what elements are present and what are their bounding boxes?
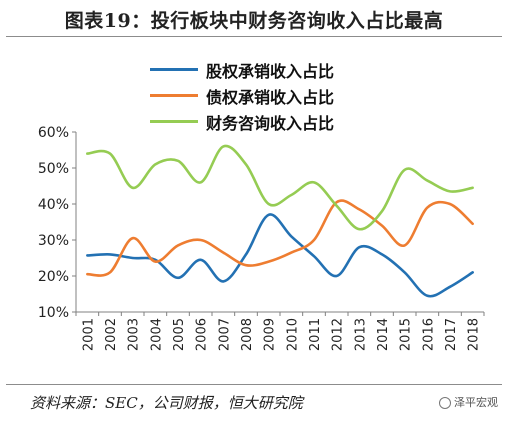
x-tick-label: 2003 — [127, 318, 142, 351]
watermark: 泽平宏观 — [439, 394, 498, 410]
x-tick-label: 2005 — [172, 318, 187, 351]
y-tick-label: 50% — [38, 161, 69, 177]
series-line-equity-underwriting — [86, 213, 474, 298]
x-tick-label: 2009 — [263, 318, 278, 351]
x-tick-label: 2006 — [195, 318, 210, 351]
y-tick-label: 40% — [38, 197, 69, 213]
y-tick-label: 60% — [38, 125, 69, 141]
x-tick-label: 2014 — [376, 318, 391, 351]
x-tick-label: 2008 — [240, 318, 255, 351]
x-tick-label: 2001 — [81, 318, 96, 351]
x-tick-label: 2011 — [308, 318, 323, 351]
legend-swatch-equity — [150, 68, 198, 71]
wechat-icon — [439, 397, 451, 409]
x-tick-label: 2017 — [444, 318, 459, 351]
legend-label-debt: 债权承销收入占比 — [206, 88, 335, 107]
x-tick-label: 2012 — [331, 318, 346, 351]
x-tick-label: 2018 — [467, 318, 482, 351]
legend-label-advisory: 财务咨询收入占比 — [206, 114, 335, 133]
y-tick-label: 20% — [38, 269, 69, 285]
watermark-text: 泽平宏观 — [454, 396, 498, 409]
source-note: 资料来源：SEC，公司财报，恒大研究院 — [30, 394, 303, 412]
legend-item-debt: 债权承销收入占比 — [150, 84, 430, 107]
legend-item-equity: 股权承销收入占比 — [150, 58, 430, 81]
x-tick-label: 2004 — [149, 318, 164, 351]
legend-swatch-advisory — [150, 120, 198, 123]
series-line-debt-underwriting — [86, 199, 474, 277]
x-tick-label: 2016 — [421, 318, 436, 351]
y-tick-label: 30% — [38, 233, 69, 249]
y-tick-label: 10% — [38, 305, 69, 321]
chart-title: 图表19：投行板块中财务咨询收入占比最高 — [64, 10, 444, 32]
legend-swatch-debt — [150, 94, 198, 97]
x-tick-label: 2013 — [353, 318, 368, 351]
title-divider — [6, 36, 502, 37]
x-tick-label: 2015 — [399, 318, 414, 351]
source-divider — [6, 384, 502, 385]
x-tick-label: 2007 — [217, 318, 232, 351]
legend-label-equity: 股权承销收入占比 — [206, 62, 335, 81]
series-line-financial-advisory — [86, 144, 474, 231]
legend-item-advisory: 财务咨询收入占比 — [150, 110, 430, 133]
x-tick-label: 2010 — [285, 318, 300, 351]
x-tick-label: 2002 — [104, 318, 119, 351]
